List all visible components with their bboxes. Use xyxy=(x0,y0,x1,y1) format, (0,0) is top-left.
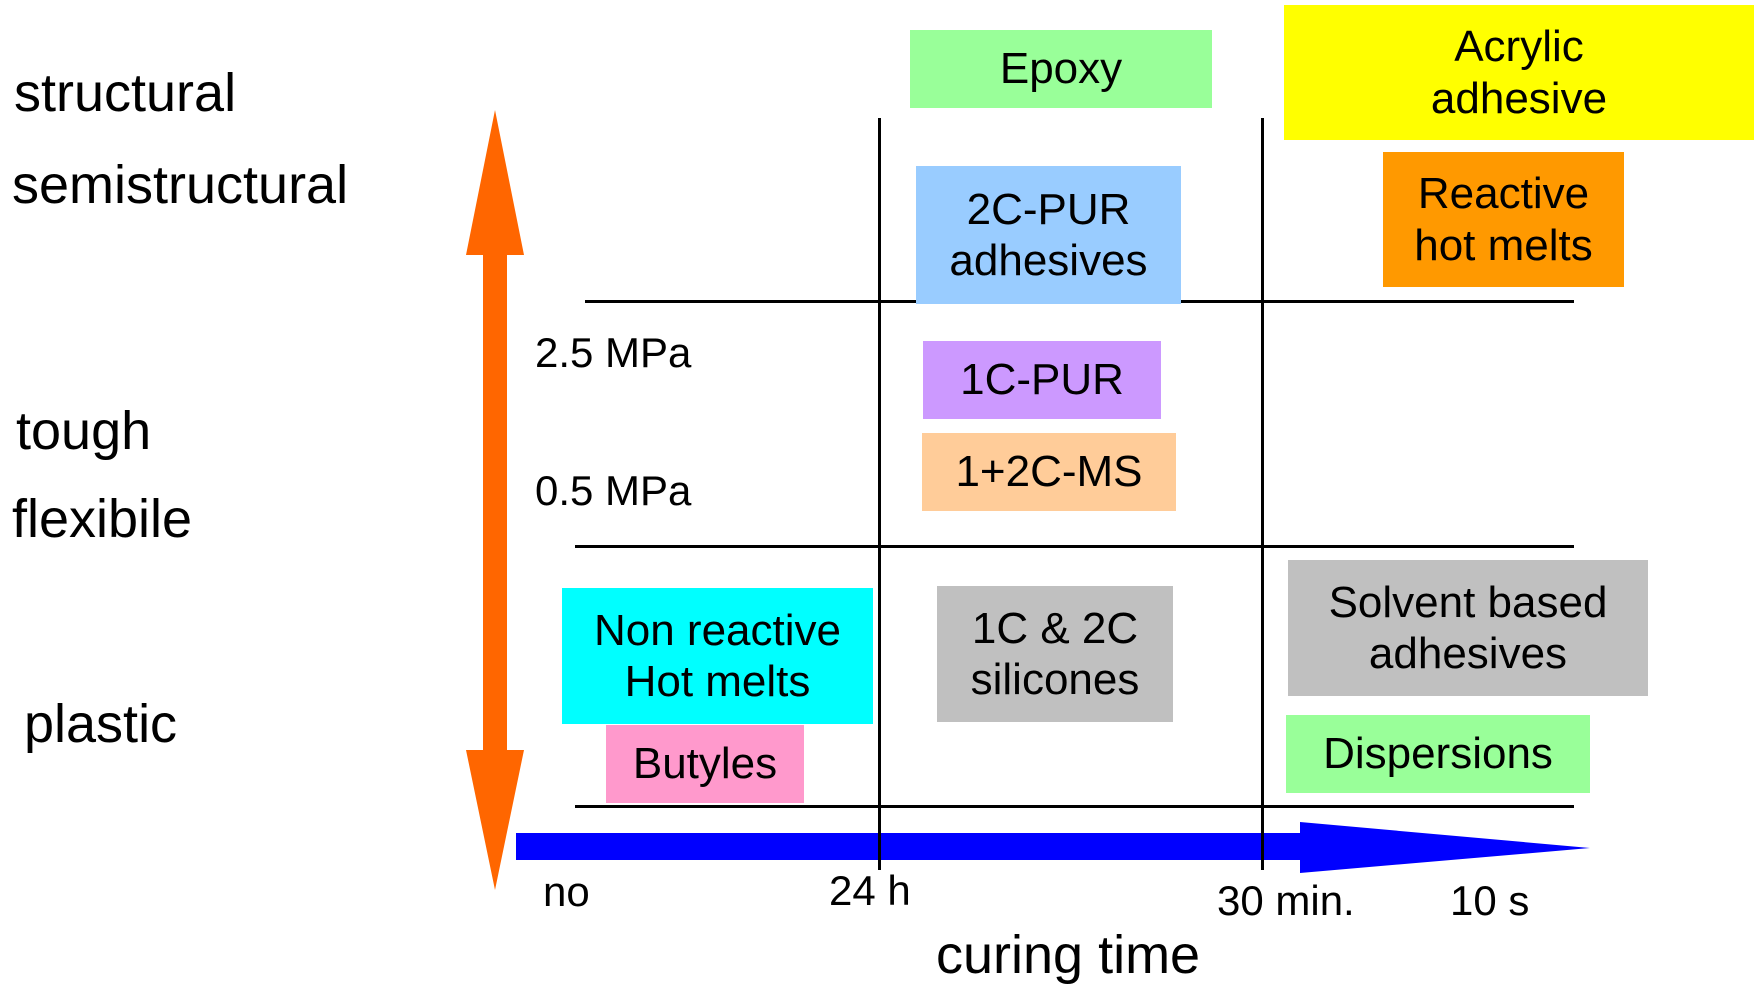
box-dispersions: Dispersions xyxy=(1286,715,1590,793)
level-structural: structural xyxy=(14,63,237,123)
box-non-reactive-hot-melts: Non reactive Hot melts xyxy=(562,588,873,724)
level-semistructural: semistructural xyxy=(12,155,349,215)
label-acrylic-adhesive: Acrylic adhesive xyxy=(1430,22,1608,123)
label-silicones: 1C & 2C silicones xyxy=(970,603,1140,704)
x-axis-label: curing time xyxy=(936,925,1201,985)
grid-line-flexible xyxy=(575,545,1574,548)
box-epoxy: Epoxy xyxy=(910,30,1212,108)
box-1-2c-ms: 1+2C-MS xyxy=(922,433,1176,511)
grid-line-24h xyxy=(878,118,881,870)
label-1-2c-ms: 1+2C-MS xyxy=(955,447,1143,497)
label-1c-pur: 1C-PUR xyxy=(960,355,1124,405)
box-acrylic-adhesive: Acrylic adhesive xyxy=(1284,5,1754,140)
level-tough: tough xyxy=(16,401,152,461)
box-butyles: Butyles xyxy=(606,725,804,803)
label-reactive-hot-melts: Reactive hot melts xyxy=(1414,169,1593,270)
tick-no: no xyxy=(543,868,590,915)
threshold-0-5-mpa: 0.5 MPa xyxy=(535,467,692,514)
label-2c-pur: 2C-PUR adhesives xyxy=(949,184,1148,285)
box-silicones: 1C & 2C silicones xyxy=(937,586,1173,722)
label-solvent-based-adhesives: Solvent based adhesives xyxy=(1328,577,1608,678)
curing-time-arrow xyxy=(516,822,1590,873)
label-non-reactive-hot-melts: Non reactive Hot melts xyxy=(593,605,841,706)
box-2c-pur: 2C-PUR adhesives xyxy=(916,166,1181,304)
tick-10s: 10 s xyxy=(1450,877,1530,924)
level-flexibile: flexibile xyxy=(12,489,193,549)
grid-line-plastic xyxy=(575,805,1574,808)
label-dispersions: Dispersions xyxy=(1323,729,1553,779)
level-plastic: plastic xyxy=(24,694,178,754)
label-epoxy: Epoxy xyxy=(999,44,1123,94)
tick-30min: 30 min. xyxy=(1217,877,1355,924)
box-reactive-hot-melts: Reactive hot melts xyxy=(1383,152,1624,287)
strength-double-arrow xyxy=(466,110,524,890)
tick-24h: 24 h xyxy=(829,867,911,914)
grid-line-30min xyxy=(1261,118,1264,870)
label-butyles: Butyles xyxy=(632,739,778,789)
threshold-2-5-mpa: 2.5 MPa xyxy=(535,329,692,376)
box-1c-pur: 1C-PUR xyxy=(923,341,1161,419)
box-solvent-based-adhesives: Solvent based adhesives xyxy=(1288,560,1648,696)
